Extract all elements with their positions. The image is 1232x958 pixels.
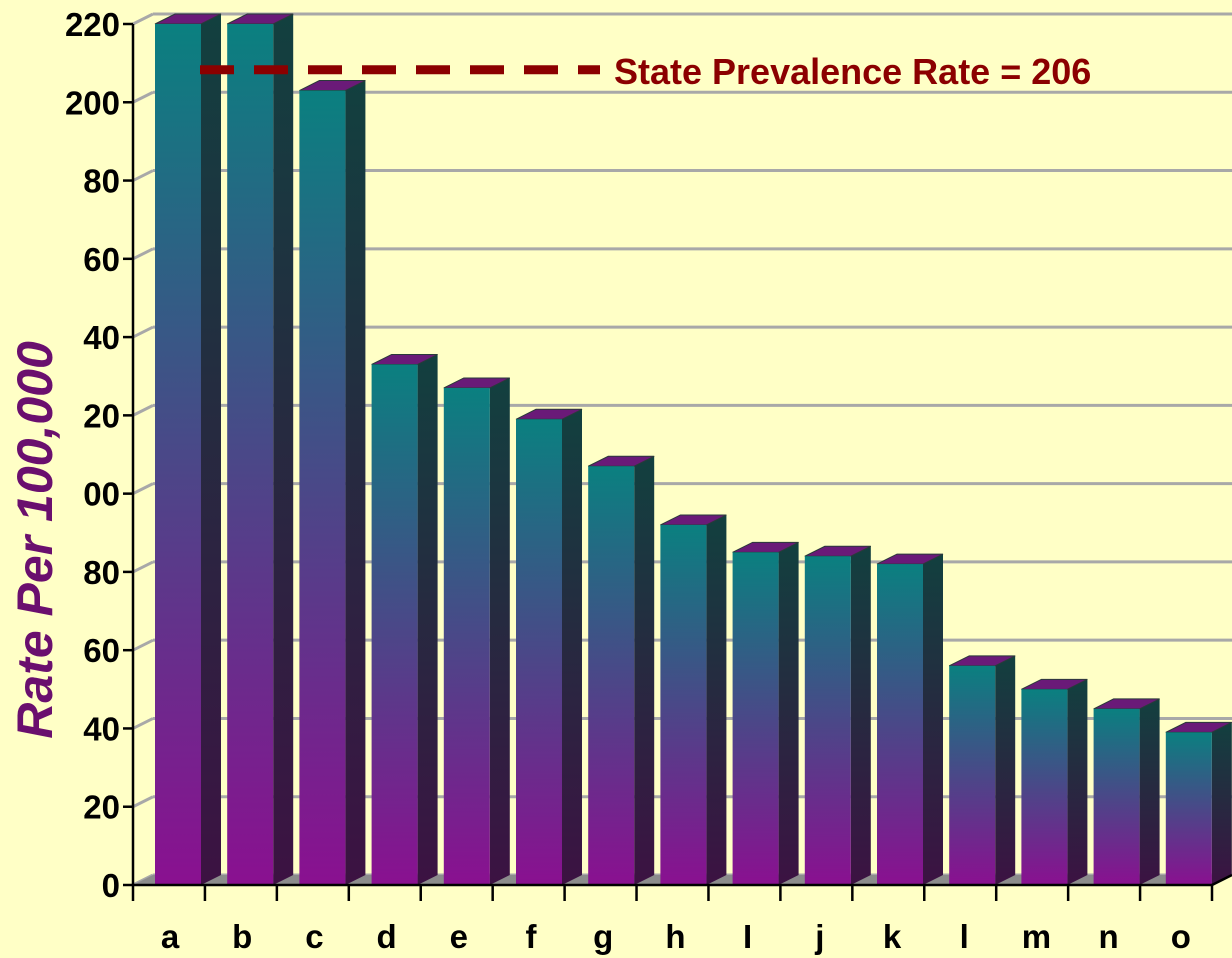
grid-line-diag [132,169,154,182]
grid-line-diag [132,90,154,104]
bar-front [227,24,274,885]
x-tick-label: k [883,918,902,955]
x-tick-label: o [1171,918,1191,955]
bar-front [299,90,346,886]
grid-line-diag [132,12,154,26]
x-tick-label: f [526,918,538,955]
y-tick-label: 00 [83,476,120,513]
bar-a [154,13,222,885]
y-tick-label: 220 [65,6,120,43]
bar-side [1067,679,1088,885]
bar-side [489,377,510,885]
reference-line-label: State Prevalence Rate = 206 [614,51,1091,92]
y-tick-label: 20 [83,397,120,434]
x-tick-label: a [161,918,180,955]
bar-side [273,14,294,885]
x-tick-label: g [593,918,613,955]
bar-side [995,655,1016,885]
grid-line-diag [132,560,154,574]
bar-front [1165,732,1212,885]
bar-front [1021,689,1068,885]
bar-front [443,387,490,885]
x-tick-label: m [1022,918,1051,955]
bar-l [948,655,1016,885]
bar-front [877,564,923,885]
bars [154,13,1232,886]
bar-front [660,524,707,885]
bar-e [443,377,511,885]
x-tick-label: d [377,918,397,955]
grid-line-diag [132,795,154,809]
x-tick-label: l [960,918,969,955]
bar-side [201,14,221,885]
y-tick-label: 80 [83,554,120,591]
x-tick-label: I [743,918,752,955]
bar-front [371,364,418,886]
grid-line-diag [132,325,154,339]
grid-line-diag [132,482,154,495]
bar-front [1093,708,1140,885]
x-tick-label: b [232,918,252,955]
bar-f [515,408,583,885]
y-tick-label: 200 [65,84,120,121]
x-tick-label: n [1099,918,1119,955]
bar-front [804,556,851,885]
bar-m [1021,678,1088,885]
bar-h [660,514,727,885]
x-tick-label: h [665,918,685,955]
bar-o [1165,721,1232,885]
y-axis-label: Rate Per 100,000 [7,341,63,739]
bar-front [516,419,562,885]
bar-side [345,80,366,886]
bar-k [876,553,944,885]
y-tick-label: 40 [83,319,120,356]
bar-side [778,542,799,885]
x-tick-label: j [814,918,824,955]
bar-j [804,545,872,885]
bar-I [732,541,799,885]
bar-side [1139,698,1160,885]
bar-side [634,456,655,885]
bar-side [417,354,438,886]
y-tick-label: 60 [83,632,120,669]
bar-c [299,80,366,886]
bar-front [588,466,635,885]
grid-line-diag [132,638,154,652]
y-tick-label: 20 [83,789,120,826]
grid-line-diag [132,404,154,417]
grid-line-diag [132,717,154,730]
x-axis-depth-line [1211,873,1232,887]
bar-front [155,24,201,885]
bar-side [850,546,871,885]
bar-g [587,455,655,885]
y-tick-label: 80 [83,163,120,200]
bar-side [923,554,943,885]
y-tick-label: 40 [83,710,120,747]
bar-side [562,409,582,885]
bar-b [226,13,294,885]
y-tick-label: 60 [83,241,120,278]
bar-side [706,514,727,885]
x-tick-label: e [450,918,468,955]
bar-n [1093,698,1160,885]
x-tick-label: c [305,918,323,955]
grid-line-diag [132,247,154,261]
y-tick-label: 0 [102,867,120,904]
bar-side [1211,722,1232,885]
bar-d [371,353,438,886]
bar-front [949,665,996,885]
bar-front [732,552,779,885]
